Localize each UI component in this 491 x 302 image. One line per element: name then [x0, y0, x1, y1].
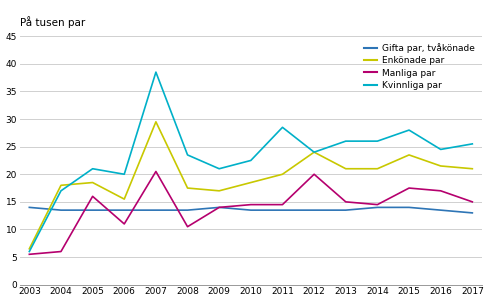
Text: På tusen par: På tusen par [20, 16, 85, 28]
Legend: Gifta par, tvåkönade, Enkönade par, Manliga par, Kvinnliga par: Gifta par, tvåkönade, Enkönade par, Manl… [361, 41, 477, 92]
